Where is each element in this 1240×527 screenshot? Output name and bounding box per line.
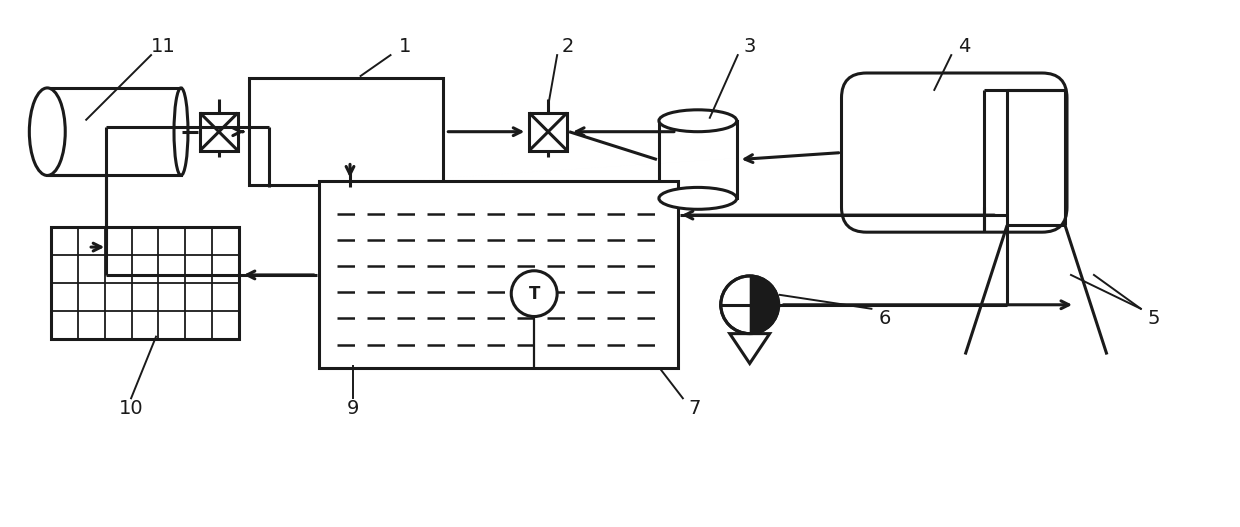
Ellipse shape <box>174 88 188 175</box>
Ellipse shape <box>658 188 737 209</box>
Wedge shape <box>750 276 779 334</box>
Bar <box>658 121 737 198</box>
Text: 2: 2 <box>562 37 574 56</box>
Circle shape <box>511 271 557 317</box>
FancyBboxPatch shape <box>842 73 1066 232</box>
Text: 3: 3 <box>744 37 756 56</box>
Text: 10: 10 <box>119 399 144 418</box>
Text: T: T <box>528 285 539 302</box>
Ellipse shape <box>30 88 66 175</box>
Polygon shape <box>730 334 770 364</box>
Bar <box>51 227 239 339</box>
Bar <box>47 88 181 175</box>
Bar <box>319 181 678 368</box>
Ellipse shape <box>658 110 737 132</box>
Bar <box>249 78 444 186</box>
Bar <box>200 113 238 151</box>
Text: 5: 5 <box>1147 309 1161 328</box>
Text: 1: 1 <box>399 37 412 56</box>
Text: 11: 11 <box>150 37 175 56</box>
Text: 7: 7 <box>688 399 701 418</box>
Text: 6: 6 <box>878 309 890 328</box>
Circle shape <box>720 276 779 334</box>
Text: 9: 9 <box>346 399 358 418</box>
Text: 4: 4 <box>959 37 971 56</box>
Bar <box>529 113 567 151</box>
